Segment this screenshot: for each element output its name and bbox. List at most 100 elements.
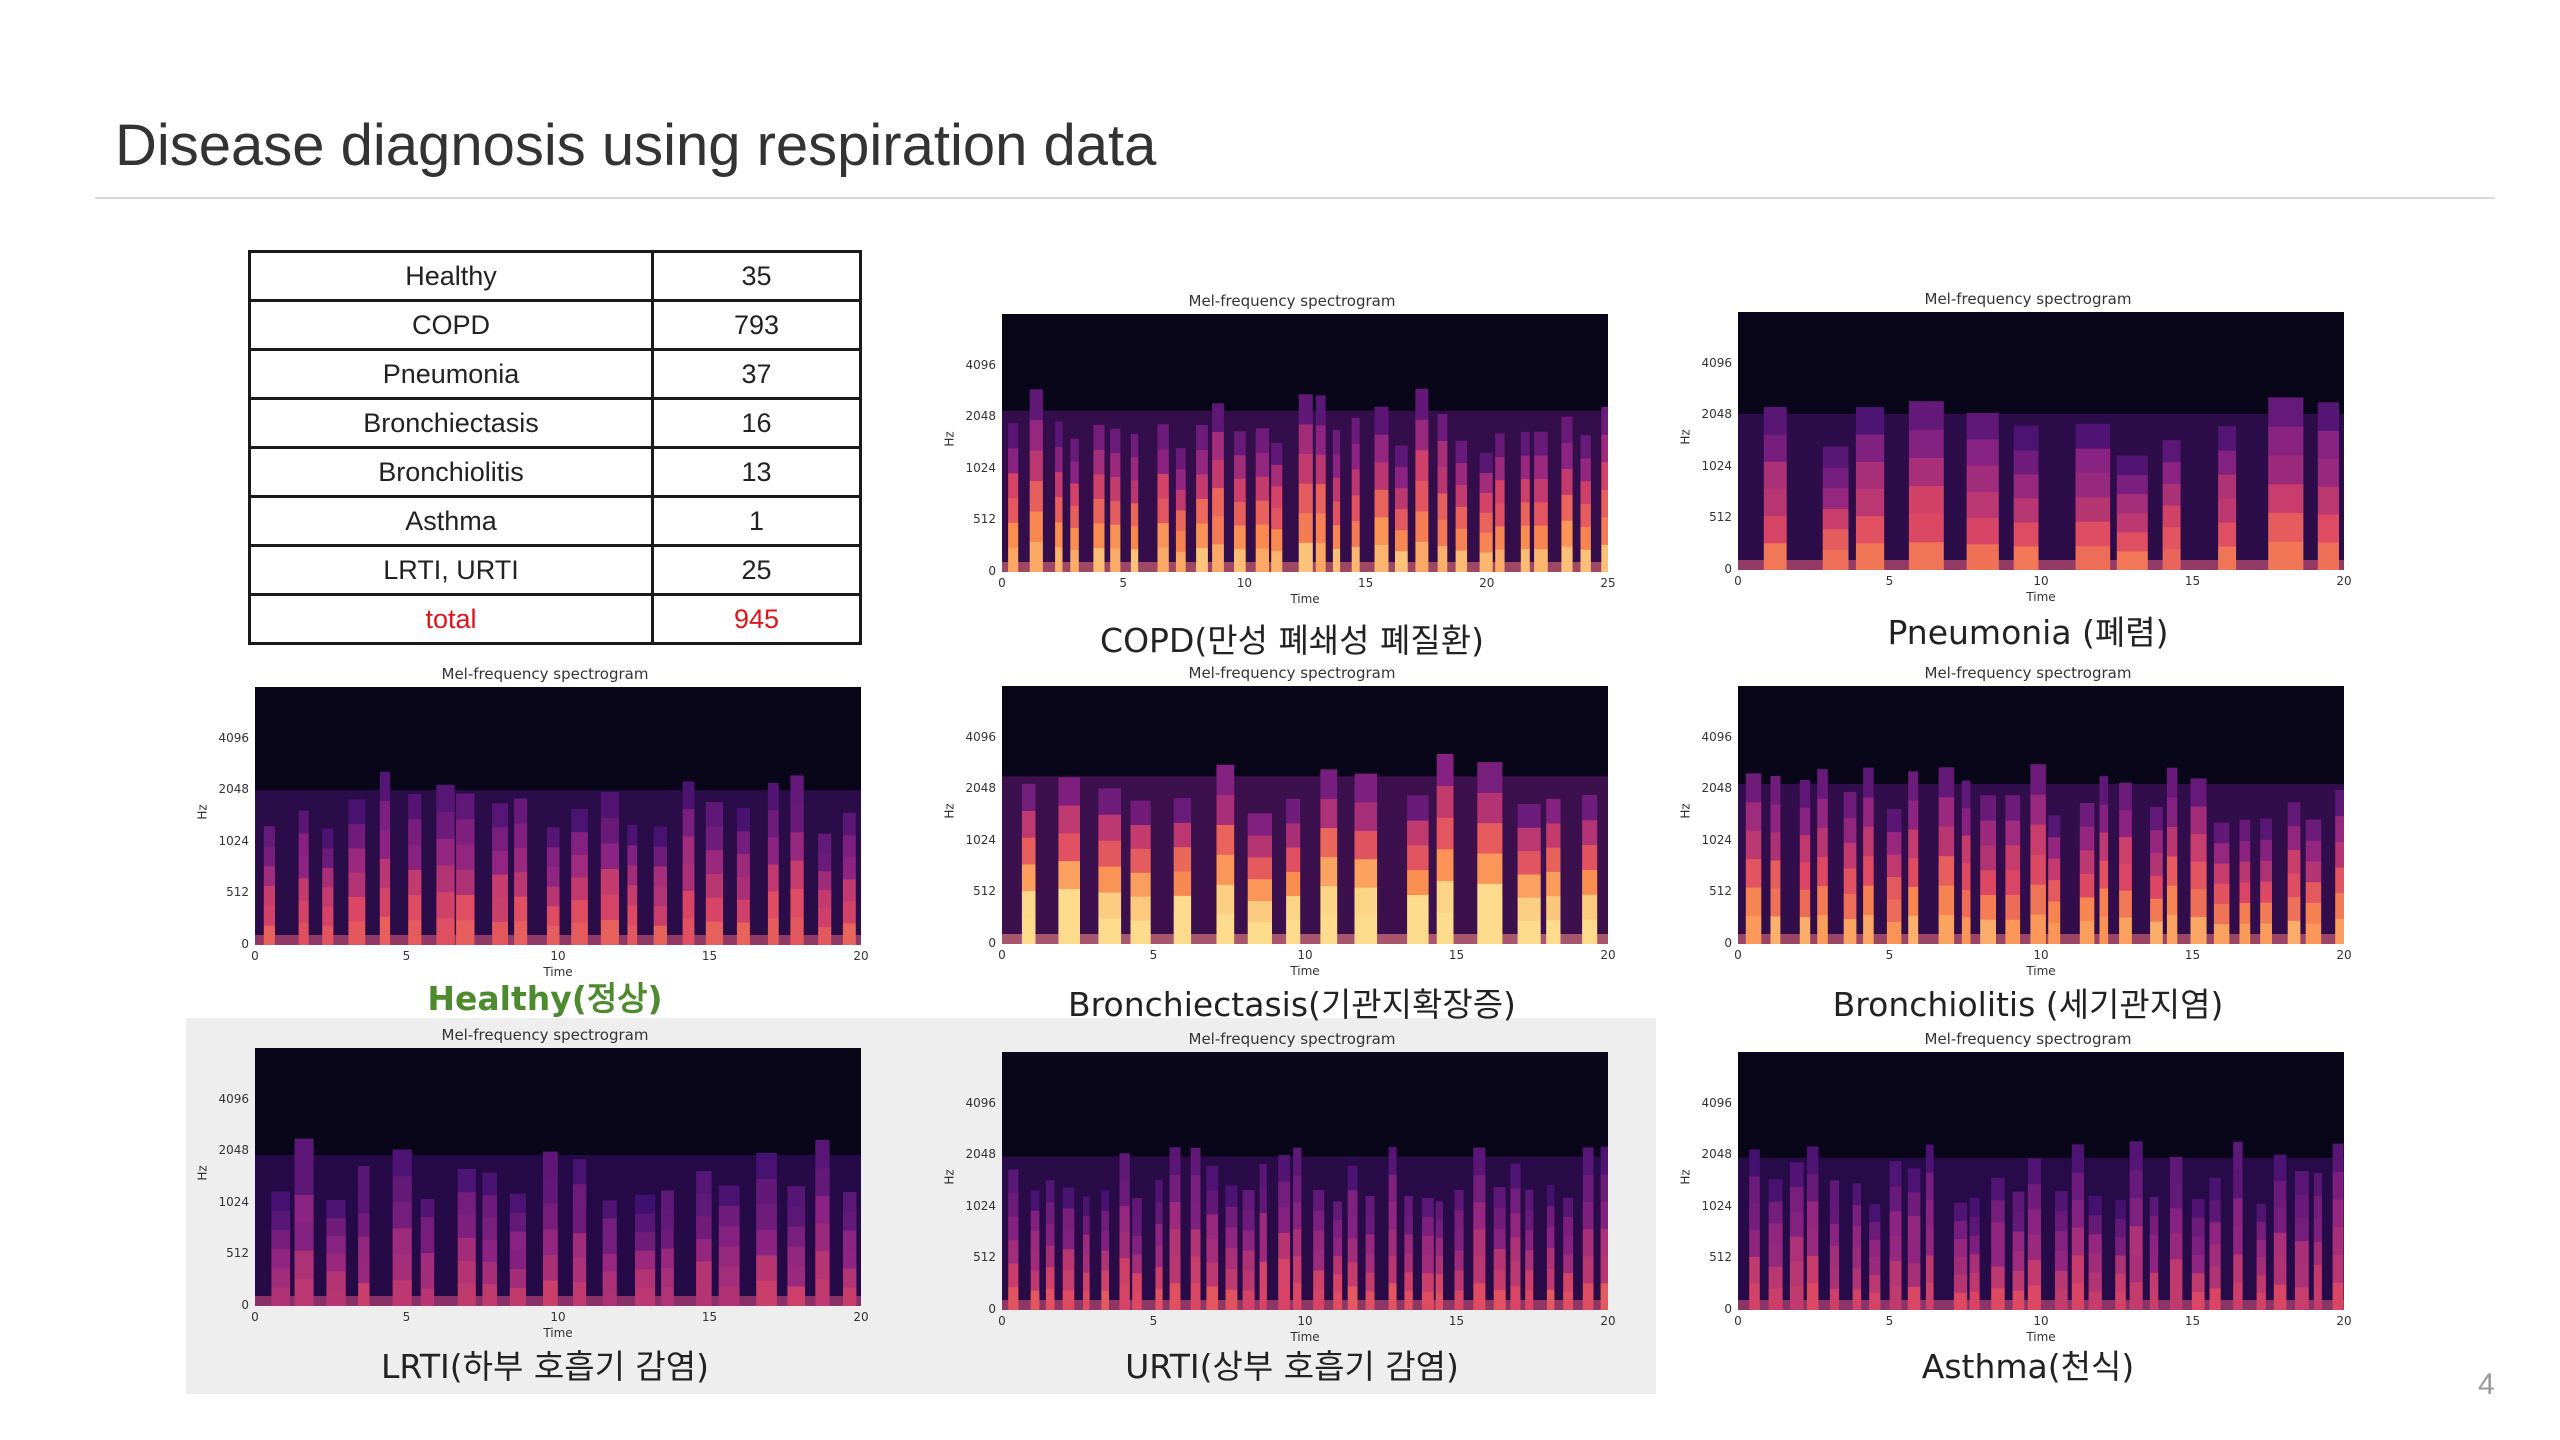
y-tick-label: 4096 — [218, 1091, 249, 1106]
spectrogram-image — [1738, 686, 2344, 944]
spectrogram-title: Mel-frequency spectrogram — [1924, 664, 2132, 682]
y-axis-label: Hz — [942, 431, 957, 447]
spectrogram-pneumonia: Mel-frequency spectrogram Hz 0 512 1024 2048 4… — [1678, 290, 2378, 620]
y-axis-label: Hz — [1678, 803, 1693, 819]
y-tick-label: 2048 — [965, 409, 996, 424]
table-cell-label: Asthma — [248, 495, 654, 547]
x-tick-label: 15 — [701, 949, 718, 963]
y-tick-label: 0 — [988, 564, 996, 578]
spectrogram-image — [255, 687, 861, 945]
table-cell-label: Pneumonia — [248, 348, 654, 400]
y-tick-label: 4096 — [218, 730, 249, 745]
spectrogram-title: Mel-frequency spectrogram — [1924, 290, 2132, 308]
spectrogram-bronchiectasis: Mel-frequency spectrogram Hz 0 512 1024 2048 4… — [942, 664, 1642, 994]
x-tick-label: 5 — [402, 949, 411, 963]
spectrogram-copd: Mel-frequency spectrogram Hz 0 512 1024 2048 4… — [942, 292, 1642, 622]
spectrogram-bronchiolitis: Mel-frequency spectrogram Hz 0 512 1024 2048 4… — [1678, 664, 2378, 994]
x-axis-label: Time — [2026, 1330, 2056, 1344]
table-cell-label: LRTI, URTI — [248, 544, 654, 596]
y-tick-label: 512 — [226, 1246, 249, 1261]
y-axis-label: Hz — [195, 1165, 210, 1181]
y-tick-label: 4096 — [965, 1095, 996, 1110]
x-tick-label: 15 — [1448, 948, 1465, 962]
x-tick-label: 10 — [1297, 948, 1313, 962]
x-tick-label: 10 — [1236, 576, 1253, 590]
x-tick-label: 5 — [1885, 1314, 1894, 1328]
y-tick-label: 0 — [988, 1302, 996, 1316]
y-tick-label: 4096 — [965, 357, 996, 372]
y-tick-label: 4096 — [1701, 729, 1732, 744]
table-cell-value: 35 — [651, 250, 862, 302]
caption-urti: URTI(상부 호흡기 감염) — [1125, 1347, 1459, 1386]
x-tick-label: 5 — [402, 1310, 411, 1324]
table-row: Bronchiolitis 13 — [248, 446, 862, 498]
x-tick-label: 10 — [1297, 1314, 1313, 1328]
x-tick-label: 0 — [998, 1314, 1006, 1328]
y-tick-label: 4096 — [965, 729, 996, 744]
x-axis-label: Time — [2026, 590, 2056, 604]
table-cell-value: 16 — [651, 397, 862, 449]
table-row: LRTI, URTI 25 — [248, 544, 862, 596]
y-tick-label: 1024 — [965, 460, 996, 475]
y-tick-label: 0 — [988, 936, 996, 950]
x-tick-label: 15 — [2184, 1314, 2201, 1328]
table-cell-label: Bronchiectasis — [248, 397, 654, 449]
table-row: Pneumonia 37 — [248, 348, 862, 400]
y-tick-label: 4096 — [1701, 355, 1732, 370]
x-tick-label: 5 — [1149, 948, 1158, 962]
x-tick-label: 5 — [1119, 576, 1127, 590]
spectrogram-healthy: Mel-frequency spectrogram Hz 0 512 1024 2048 4… — [195, 665, 895, 995]
spectrogram-urti: Mel-frequency spectrogram Hz 0 512 1024 2048 4… — [942, 1030, 1642, 1360]
x-tick-label: 5 — [1885, 948, 1894, 962]
slide-title: Disease diagnosis using respiration data — [115, 113, 1157, 178]
spectrogram-title: Mel-frequency spectrogram — [441, 665, 649, 683]
x-tick-label: 0 — [251, 949, 259, 963]
spectrogram-image — [1002, 314, 1608, 572]
y-tick-label: 0 — [1724, 562, 1732, 576]
y-tick-label: 1024 — [1701, 1198, 1732, 1213]
caption-copd: COPD(만성 폐쇄성 폐질환) — [1100, 621, 1484, 660]
caption-asthma: Asthma(천식) — [1921, 1347, 2135, 1386]
table-row: Asthma 1 — [248, 495, 862, 547]
y-tick-label: 1024 — [965, 832, 996, 847]
y-tick-label: 4096 — [1701, 1095, 1732, 1110]
x-tick-label: 10 — [2033, 948, 2049, 962]
x-tick-label: 20 — [853, 1310, 869, 1324]
y-tick-label: 1024 — [218, 833, 249, 848]
x-tick-label: 10 — [550, 1310, 566, 1324]
table-cell-value: 25 — [651, 544, 862, 596]
spectrogram-title: Mel-frequency spectrogram — [441, 1026, 649, 1044]
y-tick-label: 0 — [241, 1298, 249, 1312]
y-tick-label: 512 — [973, 1250, 996, 1265]
x-tick-label: 0 — [251, 1310, 259, 1324]
y-tick-label: 1024 — [1701, 458, 1732, 473]
caption-pneumonia: Pneumonia (폐렴) — [1887, 613, 2169, 652]
caption-healthy: Healthy(정상) — [427, 979, 663, 1018]
x-tick-label: 20 — [2336, 574, 2352, 588]
x-tick-label: 15 — [1357, 576, 1374, 590]
table-cell-value: 37 — [651, 348, 862, 400]
title-divider — [95, 197, 2495, 199]
spectrogram-image — [1738, 312, 2344, 570]
y-axis-label: Hz — [1678, 1169, 1693, 1185]
x-axis-label: Time — [543, 965, 573, 979]
y-tick-label: 0 — [1724, 936, 1732, 950]
spectrogram-title: Mel-frequency spectrogram — [1924, 1030, 2132, 1048]
x-tick-label: 0 — [998, 948, 1006, 962]
y-tick-label: 512 — [1709, 510, 1732, 525]
x-tick-label: 10 — [2033, 1314, 2049, 1328]
y-axis-label: Hz — [195, 804, 210, 820]
x-tick-label: 20 — [1600, 1314, 1616, 1328]
spectrogram-title: Mel-frequency spectrogram — [1188, 1030, 1396, 1048]
x-tick-label: 10 — [2033, 574, 2049, 588]
x-tick-label: 10 — [550, 949, 566, 963]
x-tick-label: 15 — [2184, 948, 2201, 962]
y-tick-label: 1024 — [1701, 832, 1732, 847]
table-cell-label: total — [248, 593, 654, 645]
x-tick-label: 20 — [1479, 576, 1495, 590]
x-tick-label: 0 — [1734, 948, 1742, 962]
x-tick-label: 5 — [1149, 1314, 1158, 1328]
spectrogram-lrti: Mel-frequency spectrogram Hz 0 512 1024 2048 4… — [195, 1026, 895, 1356]
x-tick-label: 0 — [1734, 1314, 1742, 1328]
